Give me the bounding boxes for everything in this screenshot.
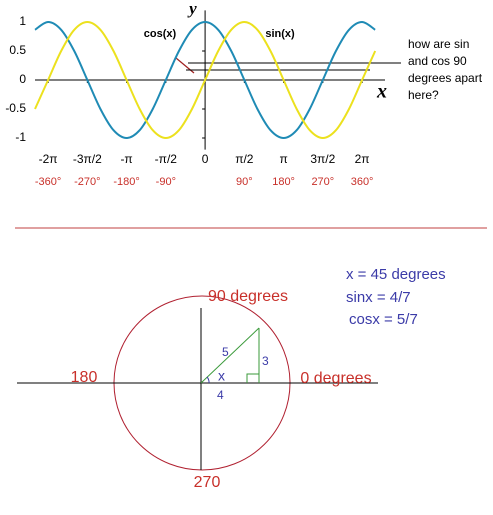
x-degree-label: 90°: [236, 176, 253, 188]
x-degree-label: 360°: [351, 176, 374, 188]
x-degree-label: -90°: [156, 176, 176, 188]
x-tick-label: -π/2: [155, 152, 178, 166]
series-line: [34, 20, 376, 140]
side-label: 3: [262, 354, 269, 368]
x-degree-label: 270°: [311, 176, 334, 188]
angle-label: x: [218, 368, 225, 384]
side-label: 5: [222, 345, 229, 359]
note: cosx = 5/7: [349, 311, 418, 328]
x-tick-label: 2π: [355, 152, 370, 166]
annotation: and cos 90: [408, 54, 467, 68]
annotation: degrees apart: [408, 71, 483, 85]
axis-label: x: [376, 81, 387, 103]
hypotenuse: [200, 327, 260, 384]
y-tick-label: 0: [19, 72, 26, 86]
note: sinx = 4/7: [346, 289, 411, 306]
legend-entry: sin(x): [265, 28, 295, 40]
x-tick-label: -3π/2: [73, 152, 102, 166]
x-degree-label: -360°: [35, 176, 61, 188]
legend-entry: cos(x): [144, 28, 177, 40]
x-degree-label: -270°: [74, 176, 100, 188]
x-tick-label: π: [279, 152, 287, 166]
x-tick-label: -2π: [39, 152, 58, 166]
diagram-label: 180: [71, 369, 98, 386]
x-degree-label: 180°: [272, 176, 295, 188]
x-tick-label: 0: [202, 152, 209, 166]
side-label: 4: [217, 388, 224, 402]
annotation: here?: [408, 88, 439, 102]
y-tick-label: 0.5: [9, 43, 26, 57]
angle-arc: [206, 376, 210, 384]
diagram-label: 90 degrees: [208, 288, 288, 305]
pointer-line: [175, 57, 195, 74]
y-tick-label: -0.5: [5, 101, 26, 115]
series-line: [34, 20, 377, 140]
diagram-label: 0 degrees: [300, 370, 371, 387]
right-angle: [246, 373, 259, 383]
note: x = 45 degrees: [346, 266, 446, 283]
x-tick-label: π/2: [235, 152, 254, 166]
axis-label: y: [187, 0, 197, 18]
y-tick-label: -1: [15, 130, 26, 144]
diagram-label: 270: [194, 474, 221, 491]
x-tick-label: 3π/2: [310, 152, 335, 166]
y-tick-label: 1: [19, 14, 26, 28]
x-degree-label: -180°: [113, 176, 139, 188]
x-tick-label: -π: [120, 152, 132, 166]
annotation: how are sin: [408, 37, 469, 51]
